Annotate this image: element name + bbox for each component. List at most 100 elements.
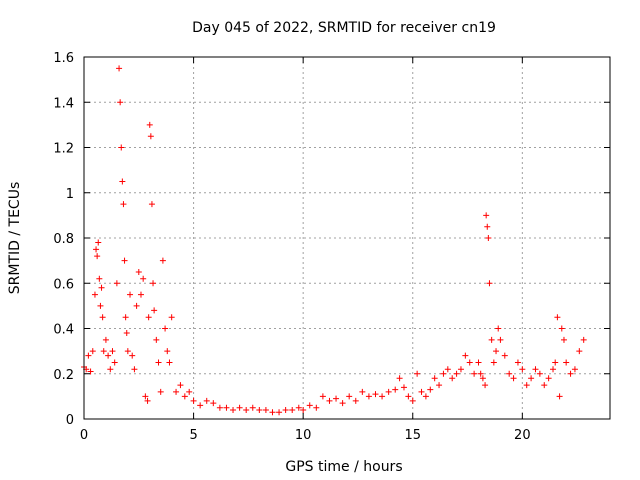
data-point bbox=[550, 366, 557, 373]
data-point bbox=[528, 375, 535, 382]
data-point bbox=[102, 336, 109, 343]
data-point bbox=[392, 386, 399, 393]
data-point bbox=[256, 406, 263, 413]
data-point bbox=[339, 400, 346, 407]
grid bbox=[84, 57, 610, 419]
plot-frame bbox=[83, 56, 611, 420]
data-point bbox=[359, 388, 366, 395]
data-point bbox=[94, 253, 101, 260]
data-point bbox=[159, 257, 166, 264]
data-point bbox=[123, 330, 130, 337]
data-point bbox=[409, 397, 416, 404]
data-point bbox=[140, 275, 147, 282]
data-point bbox=[148, 201, 155, 208]
data-point bbox=[484, 223, 491, 230]
data-point bbox=[385, 388, 392, 395]
y-tick-label: 1.6 bbox=[53, 51, 74, 66]
data-point bbox=[436, 382, 443, 389]
data-point bbox=[457, 366, 464, 373]
data-point bbox=[475, 359, 482, 366]
data-point bbox=[567, 370, 574, 377]
y-tick-label: 0 bbox=[66, 413, 74, 428]
data-point bbox=[147, 133, 154, 140]
data-point bbox=[326, 397, 333, 404]
data-point bbox=[98, 284, 105, 291]
data-point bbox=[133, 302, 140, 309]
data-point bbox=[146, 121, 153, 128]
y-tick-label: 1.2 bbox=[53, 142, 74, 157]
y-tick-labels: 0 0.2 0.4 0.6 0.8 1 1.2 1.4 1.6 bbox=[53, 51, 74, 428]
data-point bbox=[117, 99, 124, 106]
data-point bbox=[306, 402, 313, 409]
data-point bbox=[118, 144, 125, 151]
data-point bbox=[105, 352, 112, 359]
data-point bbox=[99, 314, 106, 321]
data-point bbox=[532, 366, 539, 373]
data-point bbox=[91, 291, 98, 298]
data-point bbox=[124, 348, 131, 355]
data-point bbox=[449, 375, 456, 382]
y-axis-label: SRMTID / TECUs bbox=[7, 182, 23, 295]
data-point bbox=[289, 406, 296, 413]
data-point bbox=[262, 406, 269, 413]
data-point bbox=[168, 314, 175, 321]
data-point bbox=[249, 404, 256, 411]
data-point bbox=[93, 246, 100, 253]
data-point bbox=[151, 307, 158, 314]
data-point bbox=[107, 366, 114, 373]
data-point bbox=[230, 406, 237, 413]
data-point bbox=[560, 336, 567, 343]
data-point bbox=[556, 393, 563, 400]
data-point bbox=[552, 359, 559, 366]
data-point bbox=[514, 359, 521, 366]
x-tick-label: 0 bbox=[80, 428, 88, 443]
x-axis-label: GPS time / hours bbox=[285, 459, 402, 475]
data-point bbox=[145, 314, 152, 321]
data-point bbox=[400, 384, 407, 391]
data-point bbox=[166, 359, 173, 366]
data-point bbox=[477, 370, 484, 377]
data-point bbox=[488, 336, 495, 343]
data-point bbox=[269, 409, 276, 416]
data-point bbox=[422, 393, 429, 400]
data-point bbox=[120, 201, 127, 208]
data-point bbox=[95, 239, 102, 246]
data-point bbox=[319, 393, 326, 400]
data-point bbox=[100, 348, 107, 355]
data-point bbox=[111, 359, 118, 366]
data-point bbox=[440, 370, 447, 377]
data-point bbox=[87, 368, 94, 375]
data-point bbox=[405, 393, 412, 400]
data-point bbox=[89, 348, 96, 355]
data-point bbox=[282, 406, 289, 413]
data-point bbox=[119, 178, 126, 185]
x-tick-label: 5 bbox=[189, 428, 197, 443]
x-tick-labels: 0 5 10 15 20 bbox=[80, 428, 531, 443]
data-point bbox=[109, 348, 116, 355]
data-point bbox=[164, 348, 171, 355]
y-tick-label: 0.6 bbox=[53, 277, 74, 292]
axis-ticks bbox=[83, 56, 610, 420]
data-point bbox=[483, 212, 490, 219]
y-tick-label: 0.4 bbox=[53, 323, 74, 338]
data-point bbox=[135, 268, 142, 275]
data-point bbox=[519, 366, 526, 373]
data-point bbox=[501, 352, 508, 359]
data-point bbox=[162, 325, 169, 332]
data-point bbox=[113, 280, 120, 287]
data-point bbox=[563, 359, 570, 366]
data-point bbox=[379, 393, 386, 400]
data-point bbox=[506, 370, 513, 377]
chart-title: Day 045 of 2022, SRMTID for receiver cn1… bbox=[192, 20, 496, 36]
data-point bbox=[177, 382, 184, 389]
data-point bbox=[554, 314, 561, 321]
data-point bbox=[300, 406, 307, 413]
data-point bbox=[236, 404, 243, 411]
data-point bbox=[576, 348, 583, 355]
data-point bbox=[153, 336, 160, 343]
data-point bbox=[541, 382, 548, 389]
data-point bbox=[131, 366, 138, 373]
x-tick-label: 20 bbox=[514, 428, 531, 443]
data-point bbox=[372, 391, 379, 398]
